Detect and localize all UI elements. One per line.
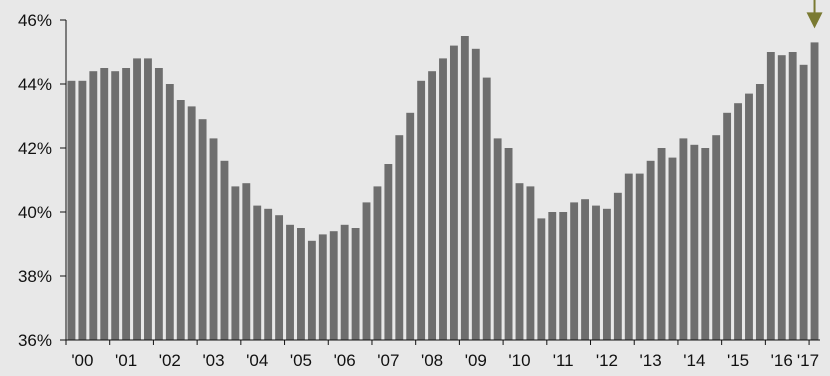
bar [471, 48, 480, 341]
bar [144, 58, 152, 341]
bar [646, 160, 655, 340]
bar [154, 68, 163, 340]
x-tick-label: '12 [596, 351, 618, 370]
bar [657, 148, 666, 340]
bar [275, 215, 284, 340]
bar [406, 112, 415, 340]
bar [231, 186, 240, 340]
bar [690, 144, 699, 340]
bar [176, 100, 185, 340]
y-tick-label: 38% [18, 267, 52, 286]
bar [570, 202, 579, 340]
bar [78, 80, 87, 341]
bar [318, 234, 327, 340]
x-tick-label: '11 [553, 351, 574, 370]
x-tick-label: '09 [465, 351, 487, 370]
x-tick-label: '14 [683, 351, 705, 370]
bars-group [67, 36, 819, 341]
x-tick-label: '08 [421, 351, 443, 370]
bar [810, 42, 819, 341]
x-tick-label: '01 [115, 351, 137, 370]
bar [253, 205, 262, 340]
bar [679, 138, 688, 340]
bar [122, 68, 131, 340]
bar [187, 106, 196, 341]
bar [493, 138, 502, 340]
bar [712, 135, 721, 340]
x-tick-label: '06 [334, 351, 356, 370]
x-tick-label: '04 [246, 351, 268, 370]
bar [220, 160, 229, 340]
x-axis-ticks: '00 '01 '02 '03 '04 '05 '06 '07 '08 '09 '10 '11 '12 '… [65, 340, 819, 370]
bar [449, 45, 458, 340]
bar [788, 52, 797, 340]
bar [198, 119, 207, 340]
bar [329, 231, 338, 340]
bar [417, 80, 426, 341]
y-tick-label: 44% [18, 75, 52, 94]
bar [723, 112, 732, 340]
y-tick-label: 40% [18, 203, 52, 222]
x-tick-label: '15 [727, 351, 749, 370]
bar [602, 208, 611, 340]
bar [89, 71, 98, 340]
bar [548, 212, 557, 340]
bar [209, 138, 218, 340]
bar [264, 208, 273, 340]
bar [67, 80, 76, 341]
bar [624, 173, 633, 340]
bar [559, 212, 568, 340]
x-tick-label: '02 [159, 351, 181, 370]
bar [133, 58, 141, 341]
x-tick-label: '05 [290, 351, 312, 370]
bar [286, 224, 294, 340]
x-tick-label: '03 [202, 351, 224, 370]
bar [307, 240, 316, 340]
bar [701, 148, 710, 340]
x-tick-label: '00 [71, 351, 93, 370]
y-tick-label: 36% [18, 331, 52, 350]
bar [766, 52, 775, 340]
bar [526, 186, 535, 340]
bar [439, 58, 447, 341]
y-tick-label: 46% [18, 11, 52, 30]
bar [351, 228, 360, 340]
bar [777, 55, 786, 340]
bar [745, 93, 753, 340]
bar [165, 84, 174, 340]
bar [515, 183, 524, 340]
bar [668, 157, 677, 340]
x-tick-label: '07 [377, 351, 399, 370]
bar [395, 135, 404, 340]
bar [373, 186, 382, 340]
bar [111, 71, 120, 340]
bar [799, 64, 808, 341]
bar [613, 192, 622, 340]
x-tick-label: '10 [508, 351, 530, 370]
bar [340, 224, 349, 340]
bar [755, 84, 764, 340]
bar [242, 183, 251, 340]
arrow-head-icon [806, 12, 823, 29]
bar [482, 77, 491, 340]
x-tick-label: '16 [771, 351, 793, 370]
x-tick-label: '13 [640, 351, 662, 370]
y-axis-ticks: 36% 38% 40% 42% 44% 46% [18, 11, 66, 350]
bar [581, 199, 589, 340]
bar [734, 103, 742, 340]
bar [362, 202, 371, 340]
bar [384, 164, 393, 340]
bar [428, 71, 437, 340]
y-tick-label: 42% [18, 139, 52, 158]
bar [635, 173, 644, 340]
bar [592, 205, 600, 340]
latest-value-arrow [806, 0, 823, 29]
x-tick-label: '17 [797, 351, 819, 370]
bar [537, 218, 546, 340]
bar [504, 148, 513, 340]
bar [100, 68, 109, 340]
bar [460, 36, 469, 340]
bar [297, 228, 305, 340]
